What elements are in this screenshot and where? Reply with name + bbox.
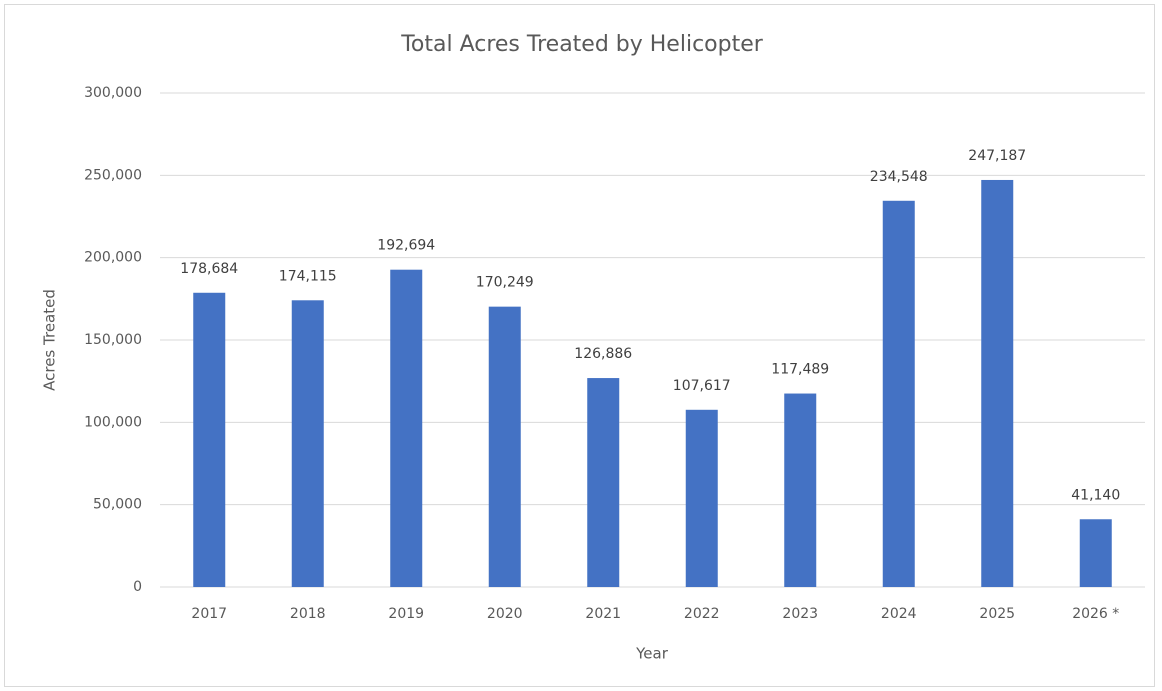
y-tick-label: 0 (133, 579, 142, 595)
y-axis-title: Acres Treated (41, 289, 59, 391)
y-tick-label: 200,000 (84, 250, 142, 266)
x-tick-label: 2018 (290, 606, 326, 622)
bar (1079, 519, 1112, 587)
x-tick-label: 2025 (979, 606, 1015, 622)
bar (685, 409, 718, 587)
bar (981, 179, 1014, 588)
data-label: 107,617 (673, 378, 731, 394)
data-label: 126,886 (574, 346, 632, 362)
data-label: 192,694 (377, 238, 435, 254)
x-axis-title: Year (635, 645, 669, 663)
bar (488, 306, 521, 587)
y-tick-label: 50,000 (93, 497, 142, 513)
x-tick-label: 2017 (191, 606, 227, 622)
bar (291, 300, 324, 587)
chart-title: Total Acres Treated by Helicopter (400, 32, 764, 57)
bar (193, 292, 226, 587)
x-tick-label: 2021 (585, 606, 621, 622)
x-tick-label: 2026 * (1072, 606, 1119, 622)
x-tick-label: 2022 (684, 606, 720, 622)
y-tick-label: 100,000 (84, 414, 142, 430)
data-label: 174,115 (279, 268, 337, 284)
x-tick-label: 2023 (782, 606, 818, 622)
bar (882, 200, 915, 587)
x-tick-label: 2019 (388, 606, 424, 622)
data-label: 178,684 (180, 261, 238, 277)
bar (784, 393, 817, 587)
data-label: 41,140 (1071, 487, 1120, 503)
y-tick-label: 150,000 (84, 332, 142, 348)
data-label: 170,249 (476, 275, 534, 291)
x-tick-label: 2020 (487, 606, 523, 622)
y-tick-label: 300,000 (84, 85, 142, 101)
bar (390, 269, 423, 587)
data-label: 247,187 (968, 148, 1026, 164)
data-label: 117,489 (771, 362, 829, 378)
y-tick-label: 250,000 (84, 167, 142, 183)
bar (587, 378, 620, 587)
x-tick-label: 2024 (881, 606, 917, 622)
data-label: 234,548 (870, 169, 928, 185)
